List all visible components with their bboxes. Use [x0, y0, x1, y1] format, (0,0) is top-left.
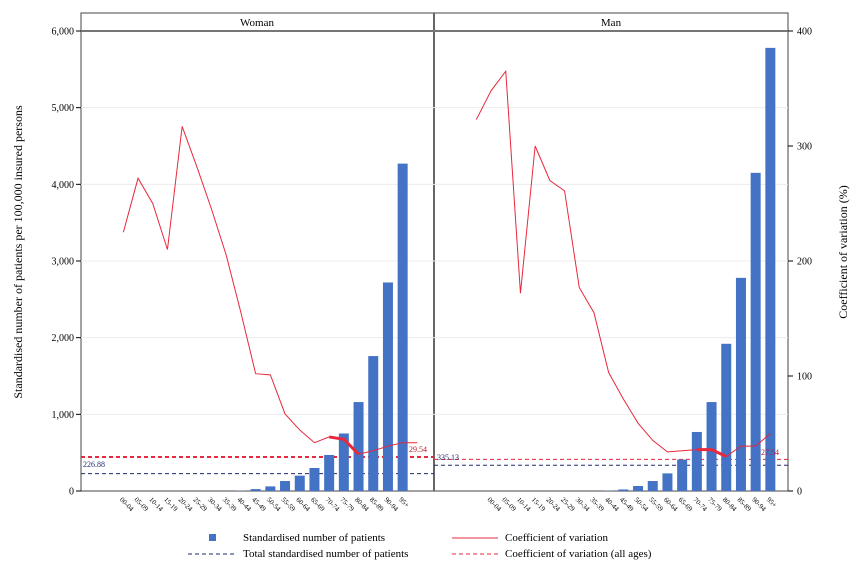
- y-tick-label: 3,000: [52, 257, 75, 268]
- bar: [250, 489, 261, 491]
- legend-label-total: Total standardised number of patients: [243, 548, 408, 560]
- x-tick-label: 65-69: [677, 496, 695, 514]
- bar: [765, 47, 776, 491]
- y-axis-label: Standardised number of patients per 100,…: [11, 105, 25, 399]
- bar: [368, 356, 379, 491]
- bar: [750, 172, 761, 492]
- bar: [647, 481, 658, 491]
- x-tick-label: 30-34: [206, 496, 224, 514]
- panel-title-man: Man: [601, 17, 622, 29]
- x-tick-label: 35-39: [589, 496, 607, 514]
- bar: [618, 489, 629, 491]
- x-tick-label: 15-19: [162, 496, 180, 514]
- y2-tick-label: 100: [797, 372, 812, 383]
- y-tick-label: 2,000: [52, 333, 75, 344]
- bar: [677, 459, 688, 491]
- cv-highlight-segment: [696, 448, 727, 458]
- x-tick-label: 50-54: [633, 496, 651, 514]
- gridlines: [81, 30, 788, 415]
- x-tick-label: 40-44: [236, 496, 254, 514]
- bar: [397, 163, 408, 491]
- bar: [280, 481, 291, 491]
- bar: [721, 343, 732, 491]
- x-tick-label: 10-14: [515, 496, 533, 514]
- x-tick-label: 25-29: [559, 496, 577, 514]
- bar: [353, 402, 364, 491]
- annotation-man-cv: 27.54: [761, 448, 779, 457]
- y2-tick-label: 300: [797, 142, 812, 153]
- x-tick-label: 20-24: [177, 496, 195, 514]
- cv-line: [122, 126, 418, 455]
- x-tick-label: 55-59: [647, 496, 665, 514]
- y2-tick-label: 0: [797, 487, 802, 498]
- legend-swatch-bar: [209, 534, 216, 541]
- cv-line-series: [122, 69, 771, 458]
- x-tick-label: 70-74: [324, 496, 342, 514]
- x-tick-label: 75-79: [706, 496, 724, 514]
- x-tick-label: 90-94: [383, 496, 401, 514]
- y-tick-label: 6,000: [52, 27, 75, 38]
- legend-label-bar: Standardised number of patients: [243, 532, 385, 544]
- y-tick-label: 4,000: [52, 180, 75, 191]
- x-tick-label: 50-54: [265, 496, 283, 514]
- legend-label-cv: Coefficient of variation: [505, 532, 609, 544]
- y-tick-label: 5,000: [52, 103, 75, 114]
- x-tick-label: 40-44: [603, 496, 621, 514]
- y2-tick-label: 200: [797, 257, 812, 268]
- annotation-man-total: 335.13: [437, 453, 459, 462]
- y2-tick-label: 400: [797, 27, 812, 38]
- legend: Standardised number of patients Coeffici…: [188, 532, 652, 560]
- bar-series: [235, 47, 776, 492]
- x-tick-label: 00-04: [486, 496, 504, 514]
- y-tick-label: 0: [69, 487, 74, 498]
- bar: [382, 282, 393, 491]
- x-axis-labels: 00-0405-0910-1415-1920-2425-2930-3435-39…: [118, 496, 778, 514]
- bar: [691, 431, 702, 491]
- bar: [735, 277, 746, 491]
- y-axis-right: 0 100 200 300 400: [788, 27, 812, 498]
- x-tick-label: 60-64: [294, 496, 312, 514]
- x-tick-label: 65-69: [309, 496, 327, 514]
- x-tick-label: 45-49: [250, 496, 268, 514]
- x-tick-label: 70-74: [691, 496, 709, 514]
- bar: [265, 486, 276, 491]
- bar: [706, 402, 717, 491]
- x-tick-label: 55-59: [280, 496, 298, 514]
- bar: [633, 486, 644, 491]
- bar: [309, 468, 320, 491]
- x-tick-label: 90-94: [750, 496, 768, 514]
- annotation-woman-cv: 29.54: [409, 445, 427, 454]
- x-tick-label: 10-14: [147, 496, 165, 514]
- x-tick-label: 45-49: [618, 496, 636, 514]
- x-tick-label: 35-39: [221, 496, 239, 514]
- bar: [294, 475, 305, 491]
- x-tick-label: 75-79: [338, 496, 356, 514]
- bar: [338, 433, 349, 491]
- x-tick-label: 25-29: [191, 496, 209, 514]
- x-tick-label: 85-89: [736, 496, 754, 514]
- y-axis-left: 0 1,000 2,000 3,000 4,000 5,000 6,000: [52, 27, 81, 498]
- legend-label-cv-all: Coefficient of variation (all ages): [505, 548, 652, 560]
- x-tick-label: 80-84: [353, 496, 371, 514]
- x-tick-label: 15-19: [530, 496, 548, 514]
- x-tick-label: 05-09: [133, 496, 151, 514]
- y2-axis-label: Coefficient of variation (%): [836, 185, 850, 318]
- x-tick-label: 80-84: [721, 496, 739, 514]
- cv-highlight-segment: [328, 435, 360, 456]
- panel-title-woman: Woman: [240, 17, 274, 29]
- x-tick-label: 05-09: [500, 496, 518, 514]
- x-tick-label: 20-24: [544, 496, 562, 514]
- bar: [324, 454, 335, 491]
- x-tick-label: 30-34: [574, 496, 592, 514]
- bar: [662, 473, 673, 491]
- y-tick-label: 1,000: [52, 410, 75, 421]
- x-tick-label: 60-64: [662, 496, 680, 514]
- x-tick-label: 85-89: [368, 496, 386, 514]
- annotation-woman-total: 226.88: [83, 460, 105, 469]
- x-tick-label: 00-04: [118, 496, 136, 514]
